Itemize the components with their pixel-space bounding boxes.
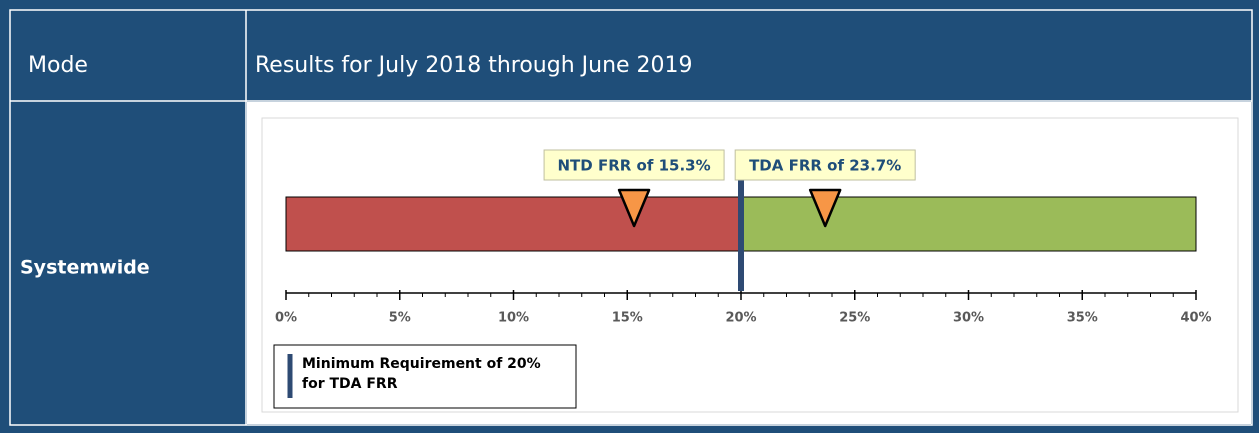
marker-label-box — [543, 149, 725, 181]
range-band — [285, 196, 742, 252]
marker-label-box — [734, 149, 916, 181]
legend: Minimum Requirement of 20% for TDA FRR — [302, 356, 541, 392]
x-tick-label: 5% — [389, 311, 411, 326]
x-tick-label: 35% — [1067, 311, 1098, 326]
x-tick-label: 30% — [953, 311, 984, 326]
legend-text: Minimum Requirement of 20% for TDA FRR — [302, 356, 541, 392]
marker-label: NTD FRR of 15.3% — [558, 157, 711, 175]
marker — [808, 188, 842, 228]
header-cell: Mode — [28, 53, 88, 78]
table-border — [9, 9, 1253, 426]
row-label: Systemwide — [20, 257, 150, 279]
x-tick-label: 20% — [725, 311, 756, 326]
marker-label: TDA FRR of 23.7% — [749, 157, 901, 175]
x-tick-label: 25% — [839, 311, 870, 326]
x-tick-label: 40% — [1180, 311, 1211, 326]
header-cell: Results for July 2018 through June 2019 — [255, 53, 693, 78]
marker — [617, 188, 651, 228]
x-tick-label: 15% — [612, 311, 643, 326]
x-tick-label: 0% — [275, 311, 297, 326]
range-band — [740, 196, 1197, 252]
legend-box — [273, 344, 577, 409]
x-tick-label: 10% — [498, 311, 529, 326]
